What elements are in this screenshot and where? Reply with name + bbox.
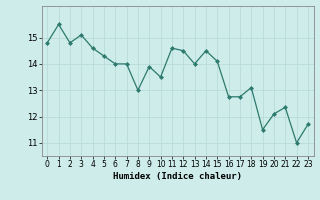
X-axis label: Humidex (Indice chaleur): Humidex (Indice chaleur) <box>113 172 242 181</box>
